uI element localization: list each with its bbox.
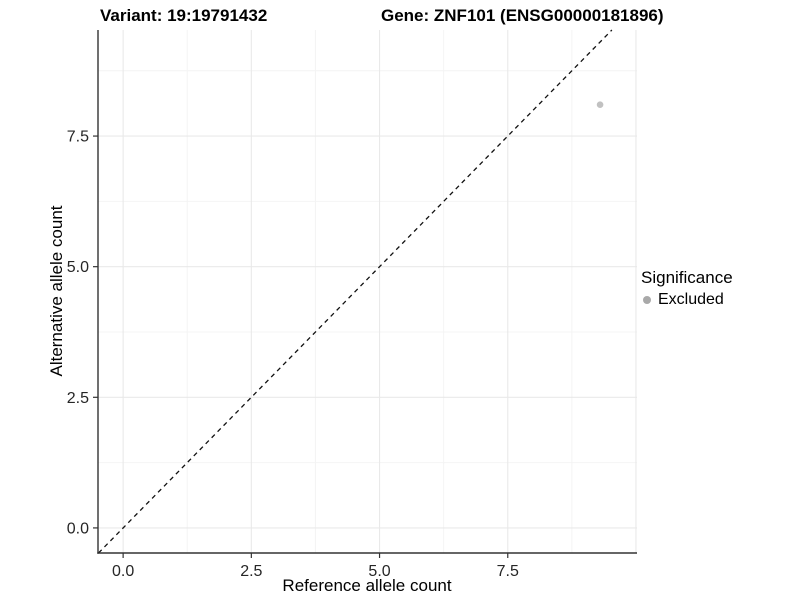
data-point bbox=[596, 101, 604, 109]
y-tick-label: 7.5 bbox=[67, 129, 89, 146]
x-tick-label: 7.5 bbox=[497, 563, 519, 580]
x-tick-label: 0.0 bbox=[112, 563, 134, 580]
identity-line bbox=[98, 29, 613, 554]
y-tick-label: 5.0 bbox=[67, 259, 89, 276]
legend-item-label: Excluded bbox=[658, 291, 724, 308]
x-tick-label: 2.5 bbox=[240, 563, 262, 580]
x-tick-label: 5.0 bbox=[368, 563, 390, 580]
y-tick-label: 0.0 bbox=[67, 520, 89, 537]
y-axis-title: Alternative allele count bbox=[47, 205, 66, 377]
gene-title: Gene: ZNF101 (ENSG00000181896) bbox=[381, 6, 664, 25]
legend-point-icon bbox=[643, 296, 651, 304]
legend-title: Significance bbox=[641, 268, 733, 287]
y-tick-label: 2.5 bbox=[67, 390, 89, 407]
legend: Significance Excluded bbox=[641, 268, 733, 309]
variant-title: Variant: 19:19791432 bbox=[100, 6, 268, 25]
legend-item-excluded: Excluded bbox=[641, 291, 733, 309]
x-axis-title: Reference allele count bbox=[282, 576, 452, 595]
